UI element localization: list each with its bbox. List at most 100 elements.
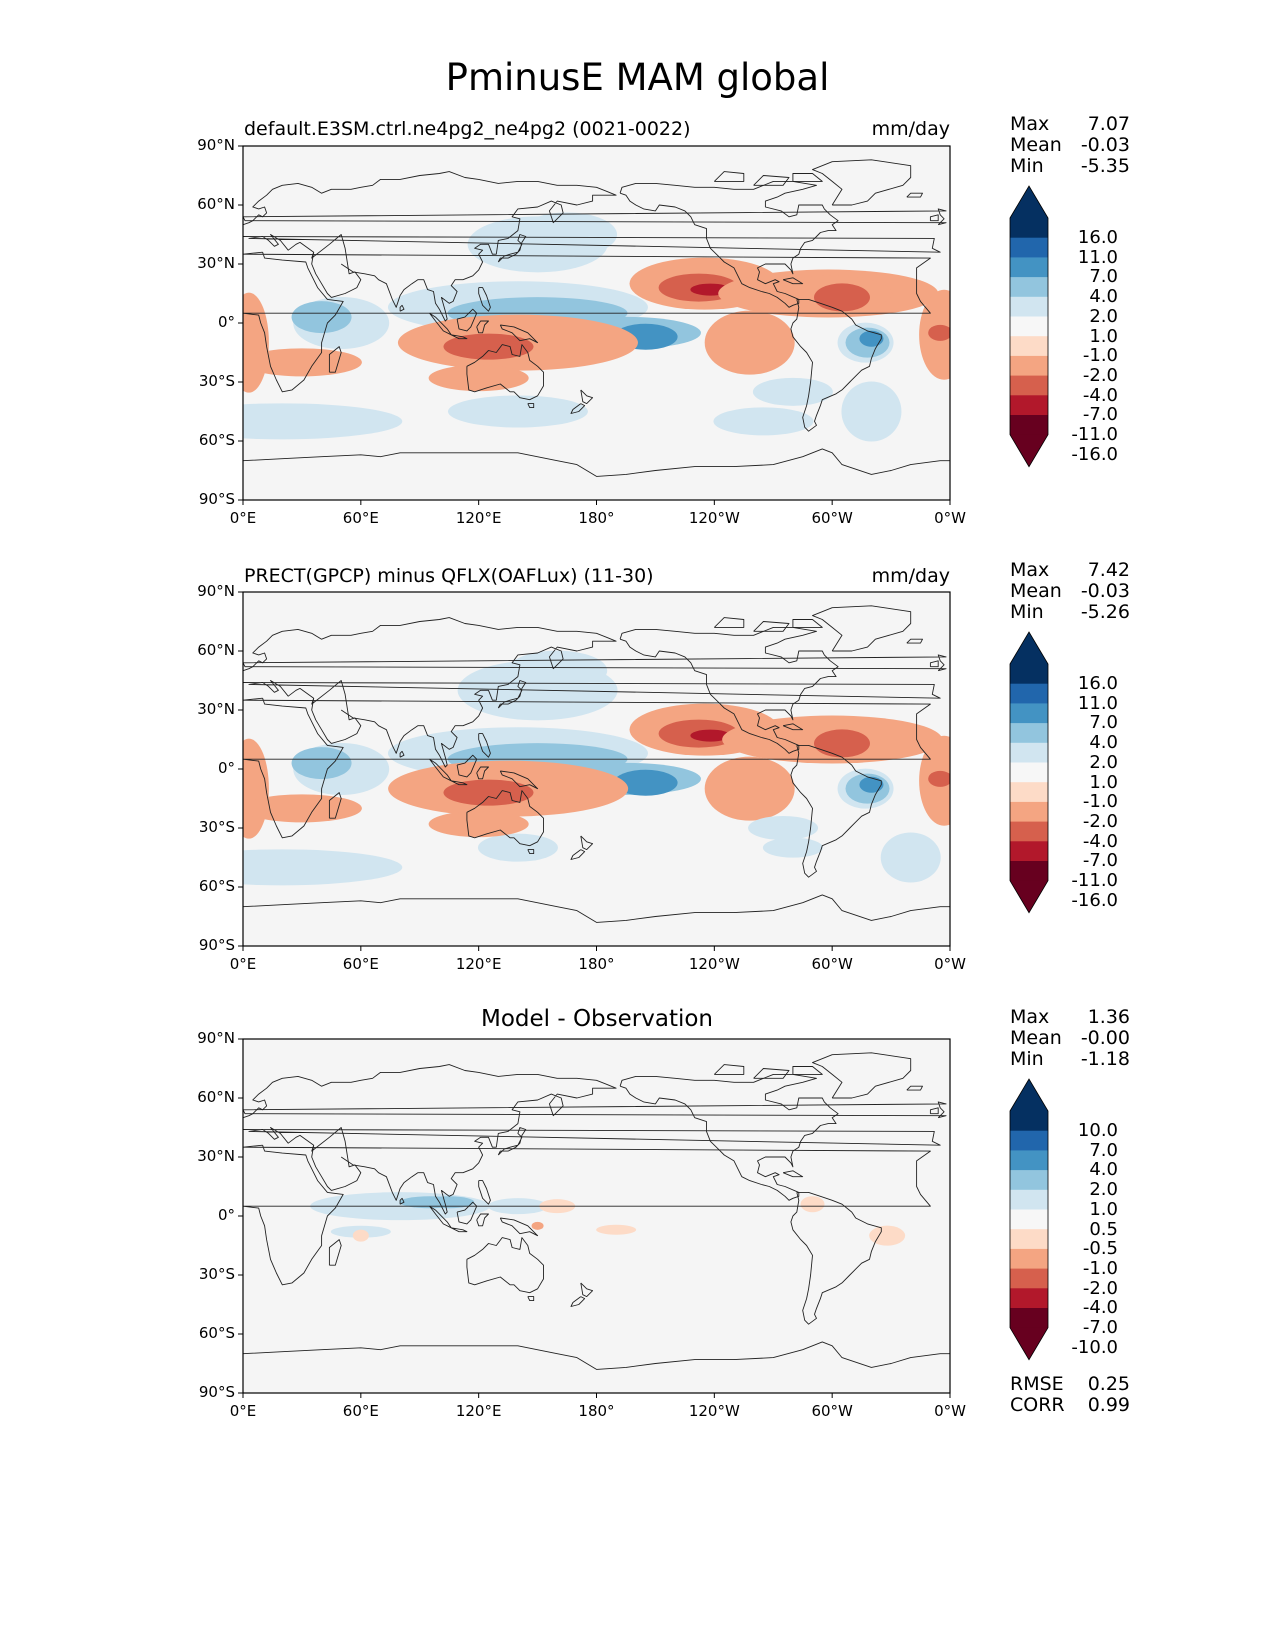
- lat-tick-label: 30°S: [198, 818, 235, 836]
- coastline: [929, 660, 939, 668]
- anomaly-region: [704, 310, 795, 375]
- coastline: [456, 1201, 478, 1225]
- coastline: [527, 849, 535, 855]
- colorbar-level-label: -4.0: [1082, 830, 1118, 852]
- colorbar-level-label: 16.0: [1077, 227, 1118, 248]
- coastline: [243, 171, 617, 322]
- lon-tick-label: 180°: [578, 955, 615, 973]
- colorbar-segment: [1010, 218, 1048, 239]
- coastline: [243, 251, 931, 393]
- coastline: [790, 1191, 882, 1325]
- stat-value: 0.25: [1087, 1373, 1130, 1395]
- coastline: [328, 792, 342, 819]
- colorbar-extend-top: [1010, 632, 1048, 664]
- coastline: [499, 324, 539, 344]
- anomaly-region: [813, 283, 870, 312]
- colorbar-segment: [1010, 1170, 1048, 1191]
- coastline: [570, 403, 586, 414]
- lat-tick-label: 60°N: [197, 641, 235, 659]
- coastline: [243, 1064, 617, 1215]
- lon-tick-label: 120°W: [688, 1402, 740, 1420]
- colorbar-level-label: 4.0: [1089, 286, 1118, 308]
- colorbar-outline: [1009, 631, 1049, 914]
- lat-tick-label: 60°S: [198, 431, 235, 449]
- colorbar-extend-bottom: [1010, 1327, 1048, 1360]
- map-panel-2: [243, 592, 950, 946]
- lat-tick-label: 90°N: [197, 582, 235, 600]
- stat-value: -5.26: [1080, 601, 1130, 623]
- colorbar-segment: [1010, 296, 1048, 317]
- coastline: [929, 214, 939, 222]
- colorbar-level-label: 10.0: [1077, 1120, 1118, 1141]
- colorbar-segment: [1010, 395, 1048, 416]
- colorbar-level-label: -1.0: [1082, 345, 1118, 367]
- anomaly-region: [243, 849, 403, 886]
- lat-tick-label: 30°S: [198, 1265, 235, 1283]
- coastline: [243, 234, 941, 298]
- coastline: [399, 1197, 405, 1205]
- coastline: [328, 346, 342, 373]
- stat-value: -1.18: [1080, 1048, 1130, 1070]
- coastline: [243, 654, 947, 672]
- coastline: [619, 1073, 839, 1201]
- anomaly-region: [596, 1224, 637, 1235]
- anomaly-region: [443, 779, 534, 806]
- coastline: [812, 159, 912, 206]
- colorbar-level-label: -2.0: [1082, 364, 1118, 386]
- coastline: [478, 733, 491, 758]
- colorbar-level-label: -7.0: [1082, 1317, 1118, 1338]
- colorbar-level-label: 11.0: [1077, 246, 1118, 268]
- lat-tick-label: 0°: [217, 313, 235, 331]
- lat-tick-label: 90°N: [197, 136, 235, 154]
- coastline: [782, 1170, 804, 1178]
- colorbar-segment: [1010, 742, 1048, 763]
- colorbar-segment: [1010, 821, 1048, 842]
- colorbar-2: [1009, 631, 1049, 914]
- lon-tick-label: 60°W: [811, 509, 853, 527]
- coastline: [713, 171, 745, 182]
- coastline: [790, 298, 882, 432]
- lat-tick-label: 60°S: [198, 877, 235, 895]
- colorbar-outline: [1009, 185, 1049, 468]
- lat-tick-label: 0°: [217, 1206, 235, 1224]
- coastline: [792, 1066, 823, 1075]
- anomaly-region: [880, 832, 941, 883]
- lon-tick-label: 120°W: [688, 509, 740, 527]
- anomaly-region: [928, 324, 950, 341]
- colorbar-level-label: 7.0: [1089, 266, 1118, 288]
- colorbar-segment: [1010, 1288, 1048, 1309]
- coastline: [790, 744, 882, 878]
- coastline: [906, 192, 923, 198]
- coastline: [812, 1052, 912, 1099]
- lon-tick-label: 60°W: [811, 955, 853, 973]
- coastline: [476, 1213, 489, 1227]
- lat-tick-label: 90°S: [198, 1383, 235, 1401]
- stat-label: Mean: [1010, 580, 1062, 602]
- lat-tick-label: 90°S: [198, 490, 235, 508]
- anomaly-region: [352, 1229, 369, 1242]
- anomaly-region: [762, 837, 823, 858]
- stat-value: 7.42: [1087, 559, 1130, 581]
- coastline: [243, 1127, 941, 1191]
- coastline: [580, 389, 594, 405]
- lat-tick-label: 30°S: [198, 372, 235, 390]
- coastline: [243, 680, 941, 744]
- coastline: [478, 287, 491, 312]
- colorbar-level-label: 2.0: [1089, 751, 1118, 773]
- coastline: [906, 1085, 923, 1091]
- colorbar-segment: [1010, 1248, 1048, 1270]
- lon-tick-label: 180°: [578, 1402, 615, 1420]
- coastline: [570, 1296, 586, 1307]
- anomaly-region: [507, 650, 608, 691]
- lon-tick-label: 0°E: [229, 1402, 257, 1420]
- coastline: [713, 617, 745, 628]
- lon-tick-label: 120°E: [455, 509, 502, 527]
- colorbar-segment: [1010, 336, 1048, 357]
- colorbar-extend-top: [1010, 186, 1048, 218]
- coastline: [619, 626, 839, 754]
- stat-label: CORR: [1010, 1394, 1065, 1416]
- coastline: [792, 619, 823, 628]
- figure-title: PminusE MAM global: [445, 56, 830, 99]
- lon-tick-label: 0°W: [934, 1402, 966, 1420]
- colorbar-level-label: -11.0: [1071, 870, 1118, 891]
